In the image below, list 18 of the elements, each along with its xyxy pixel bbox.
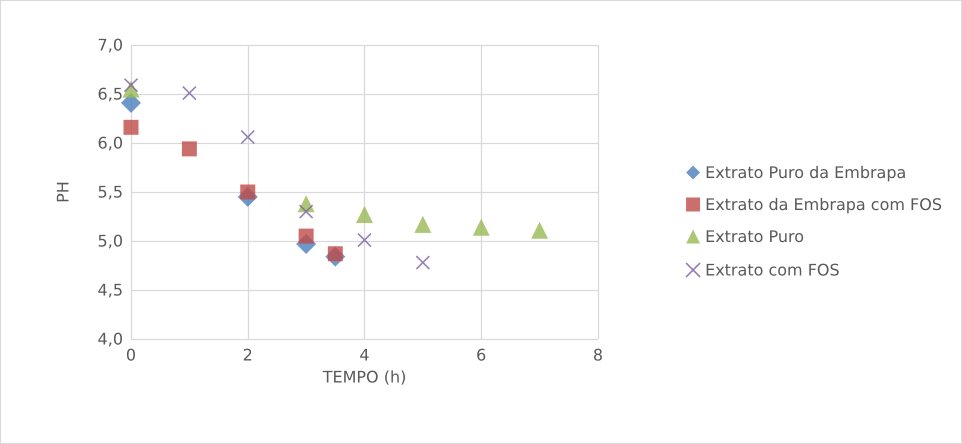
y-tick-label: 4,5 bbox=[98, 280, 123, 300]
x-tick-label: 2 bbox=[242, 346, 253, 364]
legend-label: Extrato Puro bbox=[705, 227, 804, 246]
legend-label: Extrato da Embrapa com FOS bbox=[705, 195, 942, 214]
x-axis-title: TEMPO (h) bbox=[322, 368, 406, 386]
legend-label: Extrato com FOS bbox=[705, 260, 840, 280]
x-tick-label: 8 bbox=[592, 346, 604, 364]
y-tick-label: 5,0 bbox=[98, 232, 123, 250]
legend-label: Extrato Puro da Embrapa bbox=[705, 163, 906, 182]
y-tick-label: 6,0 bbox=[98, 134, 123, 152]
y-tick-label: 4,0 bbox=[98, 330, 123, 348]
x-tick-label: 0 bbox=[126, 346, 136, 364]
x-tick-label: 4 bbox=[359, 346, 370, 364]
y-tick-label: 5,5 bbox=[98, 182, 123, 202]
y-tick-label: 6,5 bbox=[98, 84, 123, 104]
y-tick-label: 7,0 bbox=[98, 36, 123, 54]
x-tick-label: 6 bbox=[476, 346, 486, 364]
y-axis-title: PH bbox=[54, 181, 72, 203]
